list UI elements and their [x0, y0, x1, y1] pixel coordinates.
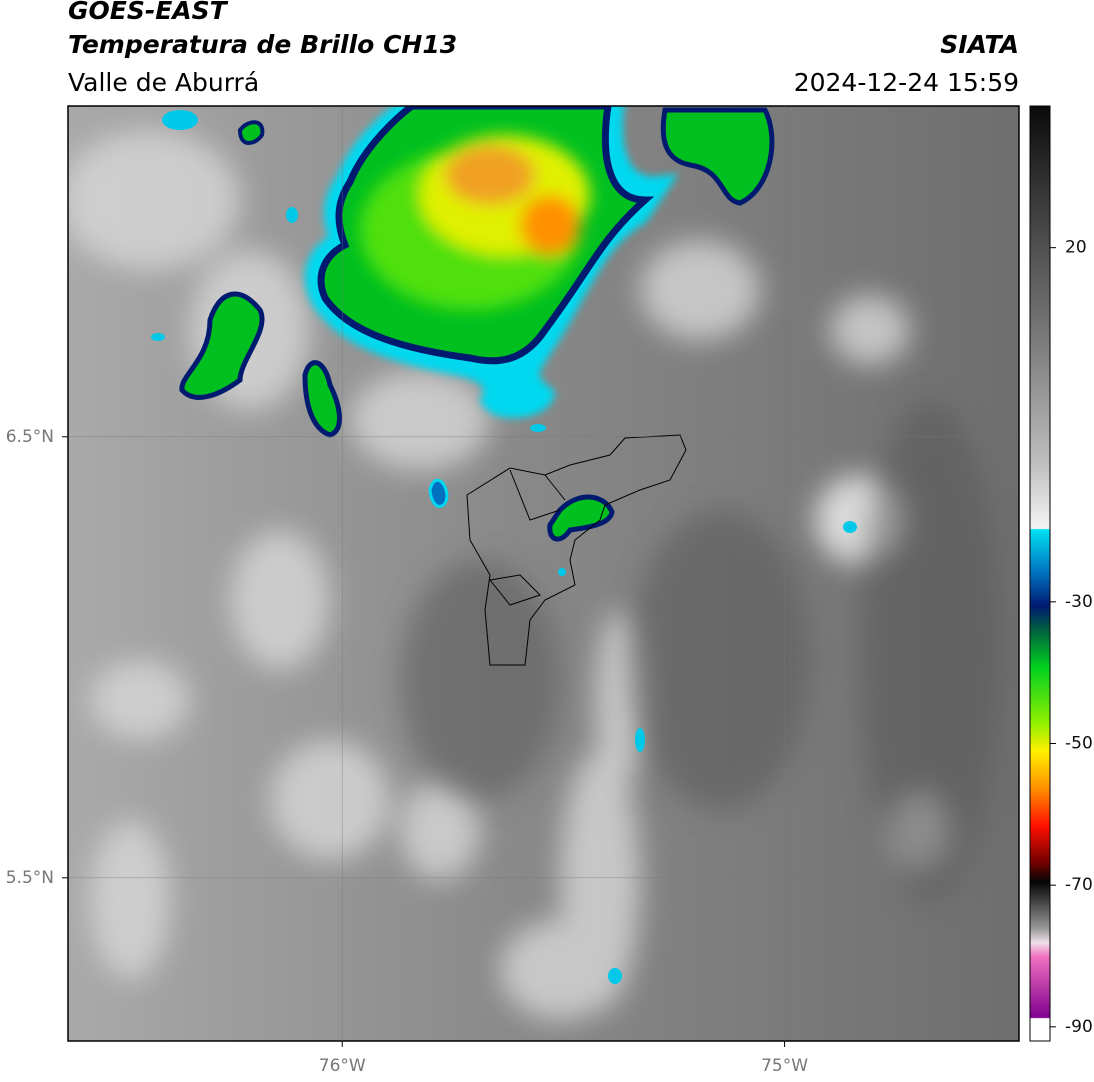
colorbar-tick-label: -30 — [1065, 592, 1093, 612]
datetime: 2024-12-24 15:59 — [794, 68, 1019, 97]
lat-tick-label: 6.5°N — [6, 427, 54, 447]
satellite-title: GOES-EAST — [68, 0, 229, 25]
colorbar-tick-label: -50 — [1065, 734, 1093, 754]
colorbar-tick-label: -70 — [1065, 875, 1093, 895]
colorbar-tick-label: -90 — [1065, 1017, 1093, 1037]
colorbar — [1029, 105, 1051, 1042]
lat-tick-label: 5.5°N — [6, 868, 54, 888]
colorbar-tick-label: 20 — [1065, 238, 1087, 258]
product-title: Temperatura de Brillo CH13 — [68, 30, 457, 59]
map-frame — [67, 105, 1020, 1042]
source: SIATA — [940, 30, 1019, 59]
lon-tick-label: 75°W — [761, 1056, 808, 1076]
satellite-image — [68, 106, 1019, 1041]
lon-tick-label: 76°W — [319, 1056, 366, 1076]
region: Valle de Aburrá — [68, 68, 259, 97]
